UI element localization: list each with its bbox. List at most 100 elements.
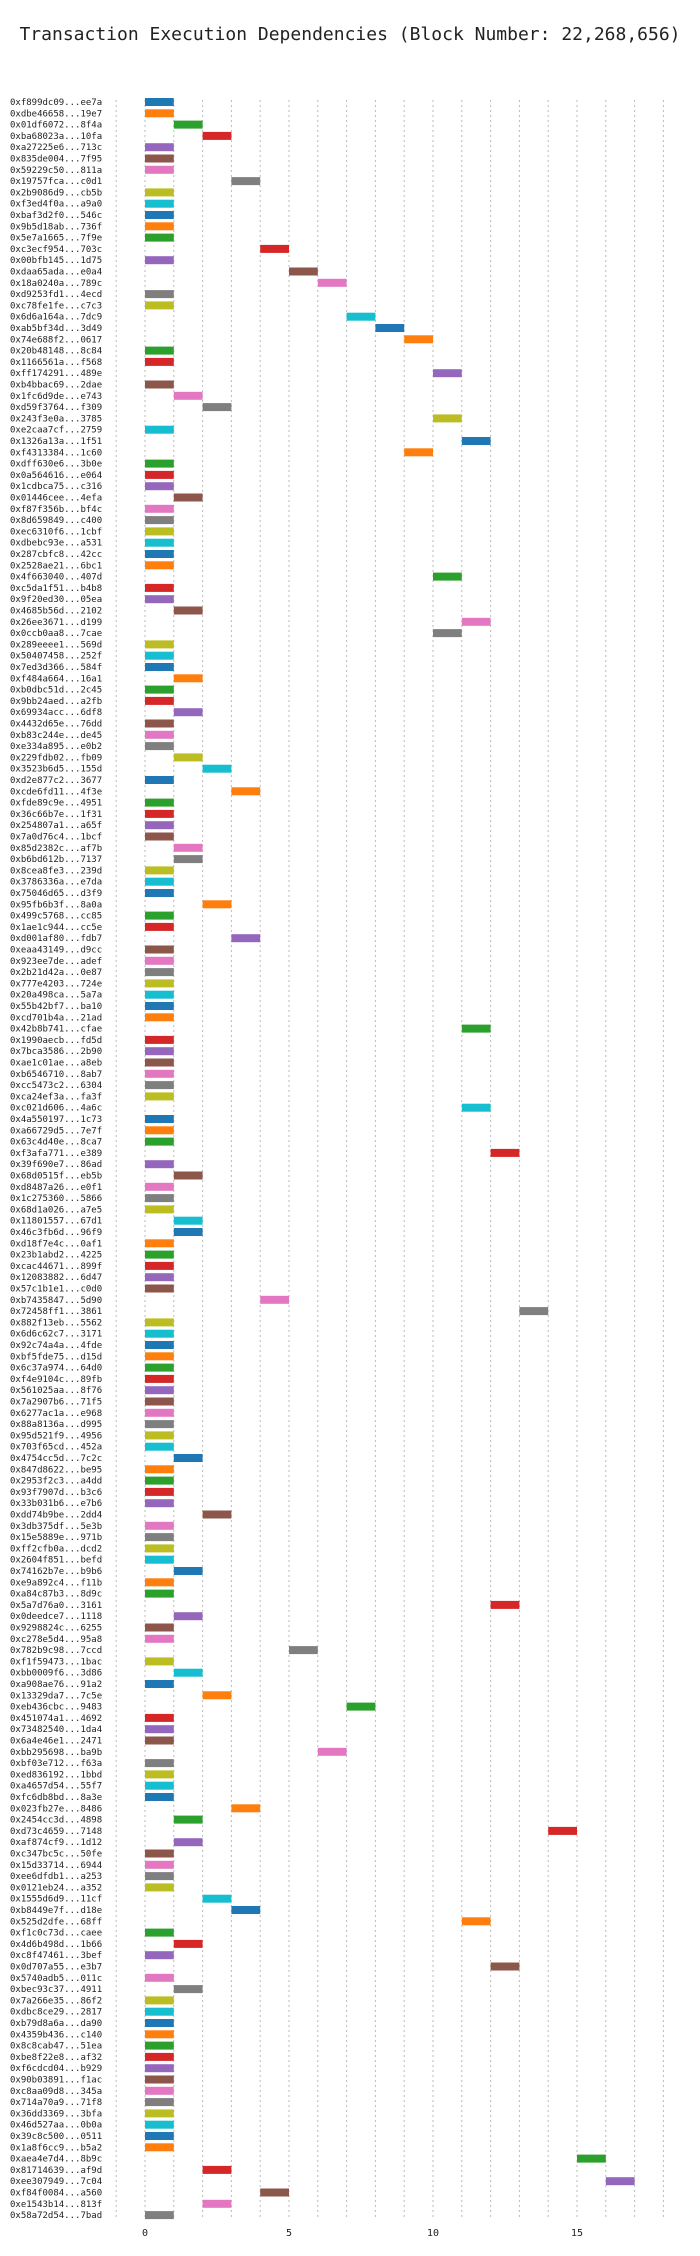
transaction-bar [231, 1804, 261, 1813]
transaction-bar [173, 1567, 203, 1575]
y-tick-label: 0xa27225e6...713c [10, 143, 102, 153]
y-tick-label: 0xf3afa771...e389 [10, 1149, 102, 1159]
y-tick-label: 0x68d1a026...a7e5 [10, 1205, 102, 1215]
transaction-bar [145, 1047, 174, 1056]
y-tick-label: 0xcd701b4a...21ad [10, 1013, 102, 1023]
transaction-bar [317, 278, 347, 287]
y-tick-label: 0xbb295698...ba9b [10, 1748, 102, 1758]
transaction-bar [145, 1092, 174, 1101]
transaction-bar [289, 1646, 318, 1655]
transaction-bar [145, 1713, 174, 1722]
transaction-bar [404, 448, 433, 457]
transaction-bar [145, 1002, 174, 1010]
y-tick-label: 0x75046d65...d3f9 [10, 889, 102, 899]
transaction-bar [461, 1024, 491, 1033]
y-tick-label: 0x6a4e46e1...2471 [10, 1737, 102, 1747]
y-tick-label: 0x1ae1c944...cc5e [10, 923, 102, 933]
transaction-bar [173, 1668, 203, 1677]
y-tick-label: 0x58a72d54...7bad [10, 2211, 102, 2221]
y-tick-label: 0x85d2382c...af7b [10, 844, 102, 854]
y-tick-label: 0xff174291...489e [10, 369, 102, 379]
transaction-bar [289, 267, 318, 276]
transaction-bar [145, 696, 174, 705]
y-tick-label: 0x4f663040...407d [10, 573, 102, 583]
y-tick-label: 0x1166561a...f568 [10, 358, 102, 368]
y-tick-label: 0x00bfb145...1d75 [10, 256, 102, 266]
transaction-bar [145, 1465, 174, 1474]
transaction-bar [145, 1137, 174, 1146]
transaction-bar [145, 2098, 174, 2107]
transaction-bar [173, 120, 203, 129]
transaction-bar [145, 968, 174, 977]
y-tick-label: 0x15d33714...6944 [10, 1861, 102, 1871]
transaction-bar [260, 2188, 289, 2197]
transaction-bar [145, 945, 174, 954]
transaction-bar [145, 1363, 174, 1372]
transaction-bar [145, 516, 174, 525]
y-tick-label: 0x0deedce7...1118 [10, 1612, 102, 1622]
y-tick-label: 0x847d8622...be95 [10, 1465, 102, 1475]
transaction-bar [145, 1273, 174, 1282]
y-tick-label: 0xf87f356b...bf4c [10, 505, 102, 515]
transaction-bar [145, 798, 174, 807]
transaction-bar [145, 742, 174, 751]
transaction-bar [145, 504, 174, 513]
y-tick-label: 0x74e688f2...0617 [10, 335, 102, 345]
y-tick-label: 0xb83c244e...de45 [10, 731, 102, 741]
y-tick-label: 0x561025aa...8f76 [10, 1386, 102, 1396]
transaction-bar [145, 1115, 174, 1123]
y-tick-label: 0xbaf3d2f0...546c [10, 211, 102, 221]
y-tick-label: 0xc021d606...4a6c [10, 1104, 102, 1114]
y-tick-label: 0x254807a1...a65f [10, 821, 102, 831]
transaction-bar [145, 527, 174, 536]
transaction-bar [145, 1081, 174, 1090]
transaction-bar [433, 414, 462, 423]
y-tick-label: 0x63c4d40e...8ca7 [10, 1138, 102, 1148]
y-tick-label: 0xdbc8ce29...2817 [10, 2008, 102, 2018]
y-tick-label: 0xf1c0c73d...caee [10, 1929, 102, 1939]
transaction-bar [145, 1205, 174, 1214]
y-tick-label: 0x525d2dfe...68ff [10, 1917, 102, 1927]
transaction-bar [145, 1657, 174, 1666]
y-tick-label: 0xb6546710...8ab7 [10, 1070, 102, 1080]
y-tick-label: 0x229fdb02...fb09 [10, 753, 102, 763]
chart-title: Transaction Execution Dependencies (Bloc… [19, 24, 680, 45]
y-tick-label: 0x3db375df...5e3b [10, 1522, 102, 1532]
transaction-bar [145, 1035, 174, 1044]
transaction-bar [145, 1634, 174, 1643]
y-tick-label: 0xe9a892c4...f11b [10, 1578, 102, 1588]
y-tick-label: 0x18a0240a...789c [10, 279, 102, 289]
y-tick-label: 0xb6bd612b...7137 [10, 855, 102, 865]
transaction-bar [145, 1521, 174, 1530]
y-tick-label: 0xd001af80...fdb7 [10, 934, 102, 944]
grid-lines [115, 100, 664, 2218]
transaction-bar [145, 1849, 174, 1858]
transaction-bar [202, 764, 232, 773]
transaction-bar [145, 1442, 174, 1451]
transaction-bar [145, 1928, 174, 1937]
transaction-bar [145, 1408, 174, 1417]
transaction-bar [145, 1341, 174, 1349]
y-tick-label: 0x2528ae21...6bc1 [10, 561, 102, 571]
transaction-bar [145, 2075, 174, 2084]
y-tick-label: 0x1555d6d9...11cf [10, 1895, 102, 1905]
y-tick-label: 0xee307949...7c04 [10, 2177, 102, 2187]
y-tick-label: 0x499c5768...cc85 [10, 912, 102, 922]
transaction-bar [461, 1103, 491, 1112]
y-tick-label: 0x20a498ca...5a7a [10, 991, 102, 1001]
transaction-bar [145, 2211, 174, 2220]
transaction-bar [145, 143, 174, 152]
y-tick-label: 0xa66729d5...7e7f [10, 1126, 102, 1136]
transaction-bar [145, 651, 174, 660]
transaction-bar [145, 2041, 174, 2050]
y-tick-label: 0xb0dbc51d...2c45 [10, 686, 102, 696]
transaction-bar [145, 2143, 174, 2152]
transaction-bar [145, 1476, 174, 1485]
y-tick-label: 0xd2e877c2...3677 [10, 776, 102, 786]
y-tick-label: 0x42b8b741...cfae [10, 1025, 102, 1035]
y-tick-label: 0x2b21d42a...0e87 [10, 968, 102, 978]
transaction-bar [145, 1069, 174, 1078]
y-tick-label: 0xdbe46658...19e7 [10, 109, 102, 119]
transaction-bar [145, 663, 174, 671]
